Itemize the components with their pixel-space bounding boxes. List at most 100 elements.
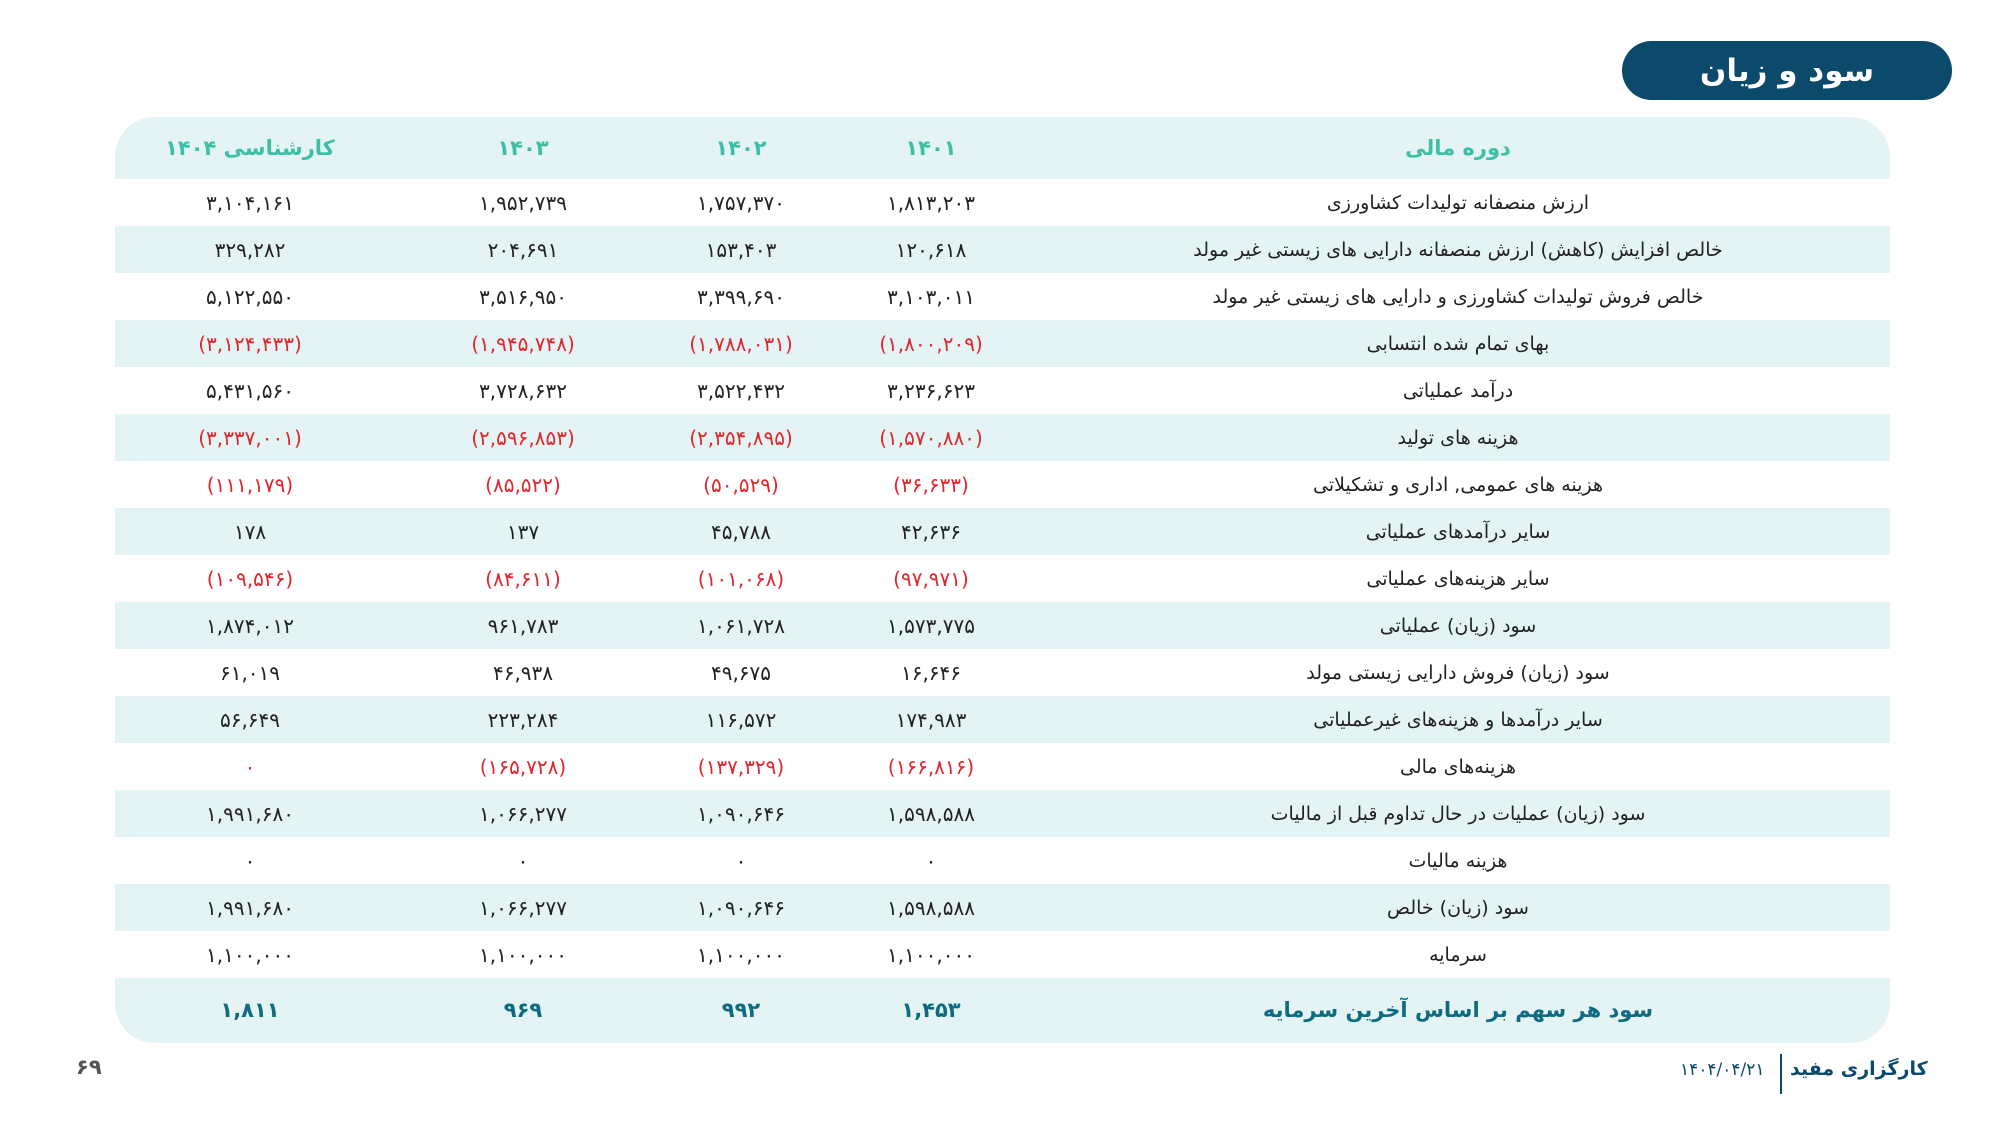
- row-label: سایر درآمدهای عملیاتی: [1365, 520, 1551, 543]
- row-label: سایر هزینه‌های عملیاتی: [1366, 567, 1550, 590]
- value-cell: ۱,۱۰۰,۰۰۰: [697, 942, 785, 967]
- value-cell: ۱,۷۵۷,۳۷۰: [697, 190, 785, 215]
- column-header-1402: ۱۴۰۲: [715, 136, 767, 160]
- value-cell: ۱,۱۰۰,۰۰۰: [206, 942, 294, 967]
- value-cell: ۱,۰۶۶,۲۷۷: [479, 895, 567, 920]
- value-cell: ۱,۹۹۱,۶۸۰: [206, 801, 294, 826]
- column-header-1404-expert: کارشناسی ۱۴۰۴: [165, 136, 335, 160]
- row-label: هزینه‌های مالی: [1399, 755, 1517, 778]
- table-row: ۵,۱۲۲,۵۵۰ ۳,۵۱۶,۹۵۰ ۳,۳۹۹,۶۹۰ ۳,۱۰۳,۰۱۱ خالص…: [115, 273, 1890, 320]
- value-cell: (۱۶۶,۸۱۶): [887, 754, 975, 779]
- row-label: خالص فروش تولیدات کشاورزی و دارایی های ز…: [1212, 285, 1704, 308]
- value-cell: ۱۶,۶۴۶: [900, 660, 962, 685]
- table-row: (۱۰۹,۵۴۶) (۸۴,۶۱۱) (۱۰۱,۰۶۸) (۹۷,۹۷۱) سایر ه…: [115, 555, 1890, 602]
- income-statement-table: کارشناسی ۱۴۰۴ ۱۴۰۳ ۱۴۰۲ ۱۴۰۱ دوره مالی ۳…: [115, 117, 1890, 1043]
- table-row: ۱۷۸ ۱۳۷ ۴۵,۷۸۸ ۴۲,۶۳۶ سایر درآمدهای عملیاتی: [115, 508, 1890, 555]
- value-cell: (۲,۳۵۴,۸۹۵): [689, 425, 793, 450]
- value-cell: (۱۰۹,۵۴۶): [206, 566, 294, 591]
- value-cell: ۳,۲۳۶,۶۲۳: [887, 378, 975, 403]
- table-row: ۰ ۰ ۰ ۰ هزینه مالیات: [115, 837, 1890, 884]
- value-cell: ۰: [244, 754, 256, 779]
- table-row: ۱,۸۷۴,۰۱۲ ۹۶۱,۷۸۳ ۱,۰۶۱,۷۲۸ ۱,۵۷۳,۷۷۵ سود (ز…: [115, 602, 1890, 649]
- value-cell: ۳,۱۰۴,۱۶۱: [206, 190, 294, 215]
- value-cell: ۱,۱۰۰,۰۰۰: [479, 942, 567, 967]
- value-cell: ۱,۰۶۶,۲۷۷: [479, 801, 567, 826]
- value-cell: (۱,۹۴۵,۷۴۸): [471, 331, 575, 356]
- value-cell: ۱,۵۹۸,۵۸۸: [887, 801, 975, 826]
- table-row: ۳,۱۰۴,۱۶۱ ۱,۹۵۲,۷۳۹ ۱,۷۵۷,۳۷۰ ۱,۸۱۳,۲۰۳ ارزش…: [115, 179, 1890, 226]
- value-cell: (۱۳۷,۳۲۹): [697, 754, 785, 779]
- table-row: ۵۶,۶۴۹ ۲۲۳,۲۸۴ ۱۱۶,۵۷۲ ۱۷۴,۹۸۳ سایر درآمدها …: [115, 696, 1890, 743]
- column-header-1401: ۱۴۰۱: [905, 136, 957, 160]
- value-cell: ۱۱۶,۵۷۲: [705, 707, 777, 732]
- value-cell: (۱,۸۰۰,۲۰۹): [879, 331, 983, 356]
- value-cell: (۲,۵۹۶,۸۵۳): [471, 425, 575, 450]
- value-cell: ۲۰۴,۶۹۱: [487, 237, 559, 262]
- value-cell: (۳,۱۲۴,۴۳۳): [198, 331, 302, 356]
- column-header-1403: ۱۴۰۳: [497, 136, 549, 160]
- value-cell: (۹۷,۹۷۱): [893, 566, 969, 591]
- value-cell: ۳,۵۱۶,۹۵۰: [479, 284, 567, 309]
- row-label: سود (زیان) عملیاتی: [1379, 614, 1537, 637]
- value-cell: (۵۰,۵۲۹): [703, 472, 779, 497]
- row-label: سود (زیان) عملیات در حال تداوم قبل از ما…: [1270, 802, 1646, 825]
- value-cell: (۸۵,۵۲۲): [485, 472, 561, 497]
- value-cell: (۱۰۱,۰۶۸): [697, 566, 785, 591]
- row-label: سایر درآمدها و هزینه‌های غیرعملیاتی: [1313, 708, 1603, 731]
- table-row: ۰ (۱۶۵,۷۲۸) (۱۳۷,۳۲۹) (۱۶۶,۸۱۶) هزینه‌های ما…: [115, 743, 1890, 790]
- value-cell: ۱,۵۹۸,۵۸۸: [887, 895, 975, 920]
- table-row: ۱,۱۰۰,۰۰۰ ۱,۱۰۰,۰۰۰ ۱,۱۰۰,۰۰۰ ۱,۱۰۰,۰۰۰ سرما…: [115, 931, 1890, 978]
- value-cell: (۳۶,۶۳۳): [893, 472, 969, 497]
- report-date: ۱۴۰۴/۰۴/۲۱: [1680, 1060, 1765, 1080]
- value-cell: ۴۹,۶۷۵: [710, 660, 772, 685]
- row-label: ارزش منصفانه تولیدات کشاورزی: [1326, 191, 1590, 214]
- table-row: (۳,۳۳۷,۰۰۱) (۲,۵۹۶,۸۵۳) (۲,۳۵۴,۸۹۵) (۱,۵۷۰,…: [115, 414, 1890, 461]
- row-label: هزینه مالیات: [1408, 849, 1508, 872]
- value-cell: ۱۵۳,۴۰۳: [705, 237, 777, 262]
- value-cell: ۴۶,۹۳۸: [492, 660, 554, 685]
- value-cell: ۱,۹۵۲,۷۳۹: [479, 190, 567, 215]
- row-label: هزینه های تولید: [1397, 426, 1519, 449]
- eps-1402: ۹۹۲: [721, 997, 761, 1022]
- brand-name: کارگزاری مفید: [1790, 1058, 1928, 1080]
- value-cell: ۱۲۰,۶۱۸: [895, 237, 967, 262]
- footer-divider: [1780, 1054, 1782, 1094]
- row-label: سرمایه: [1429, 943, 1487, 966]
- value-cell: ۱۷۸: [233, 519, 267, 544]
- page-number: ۶۹: [76, 1055, 102, 1079]
- value-cell: ۳,۵۲۲,۴۳۲: [697, 378, 785, 403]
- value-cell: ۴۲,۶۳۶: [900, 519, 962, 544]
- table-row: ۳۲۹,۲۸۲ ۲۰۴,۶۹۱ ۱۵۳,۴۰۳ ۱۲۰,۶۱۸ خالص افزایش …: [115, 226, 1890, 273]
- value-cell: ۱,۸۷۴,۰۱۲: [206, 613, 294, 638]
- value-cell: ۱,۰۹۰,۶۴۶: [697, 801, 785, 826]
- value-cell: (۳,۳۳۷,۰۰۱): [198, 425, 302, 450]
- table-row: ۶۱,۰۱۹ ۴۶,۹۳۸ ۴۹,۶۷۵ ۱۶,۶۴۶ سود (زیان) فروش …: [115, 649, 1890, 696]
- eps-row: ۱,۸۱۱ ۹۶۹ ۹۹۲ ۱,۴۵۳ سود هر سهم بر اساس آ…: [115, 978, 1890, 1041]
- value-cell: ۰: [925, 848, 937, 873]
- value-cell: (۱,۵۷۰,۸۸۰): [879, 425, 983, 450]
- table-header-row: کارشناسی ۱۴۰۴ ۱۴۰۳ ۱۴۰۲ ۱۴۰۱ دوره مالی: [115, 117, 1890, 179]
- value-cell: ۱۳۷: [506, 519, 540, 544]
- table-row: ۵,۴۳۱,۵۶۰ ۳,۷۲۸,۶۳۲ ۳,۵۲۲,۴۳۲ ۳,۲۳۶,۶۲۳ درآم…: [115, 367, 1890, 414]
- page-title: سود و زیان: [1622, 41, 1952, 100]
- value-cell: ۱,۰۹۰,۶۴۶: [697, 895, 785, 920]
- row-label: بهای تمام شده انتسابی: [1366, 332, 1550, 355]
- row-label: درآمد عملیاتی: [1402, 379, 1514, 402]
- value-cell: ۹۶۱,۷۸۳: [487, 613, 559, 638]
- value-cell: ۱,۹۹۱,۶۸۰: [206, 895, 294, 920]
- value-cell: ۵,۱۲۲,۵۵۰: [206, 284, 294, 309]
- table-row: (۳,۱۲۴,۴۳۳) (۱,۹۴۵,۷۴۸) (۱,۷۸۸,۰۳۱) (۱,۸۰۰,…: [115, 320, 1890, 367]
- row-label: خالص افزایش (کاهش) ارزش منصفانه دارایی ه…: [1193, 238, 1723, 261]
- value-cell: ۱,۰۶۱,۷۲۸: [697, 613, 785, 638]
- table-row: (۱۱۱,۱۷۹) (۸۵,۵۲۲) (۵۰,۵۲۹) (۳۶,۶۳۳) هزینه ه…: [115, 461, 1890, 508]
- value-cell: ۱,۸۱۳,۲۰۳: [887, 190, 975, 215]
- table-row: ۱,۹۹۱,۶۸۰ ۱,۰۶۶,۲۷۷ ۱,۰۹۰,۶۴۶ ۱,۵۹۸,۵۸۸ سود …: [115, 790, 1890, 837]
- value-cell: ۱۷۴,۹۸۳: [895, 707, 967, 732]
- value-cell: ۰: [244, 848, 256, 873]
- value-cell: ۳,۷۲۸,۶۳۲: [479, 378, 567, 403]
- value-cell: ۳۲۹,۲۸۲: [214, 237, 286, 262]
- value-cell: ۱,۱۰۰,۰۰۰: [887, 942, 975, 967]
- column-header-period: دوره مالی: [1405, 136, 1511, 160]
- eps-1404: ۱,۸۱۱: [220, 997, 280, 1022]
- eps-1403: ۹۶۹: [503, 997, 543, 1022]
